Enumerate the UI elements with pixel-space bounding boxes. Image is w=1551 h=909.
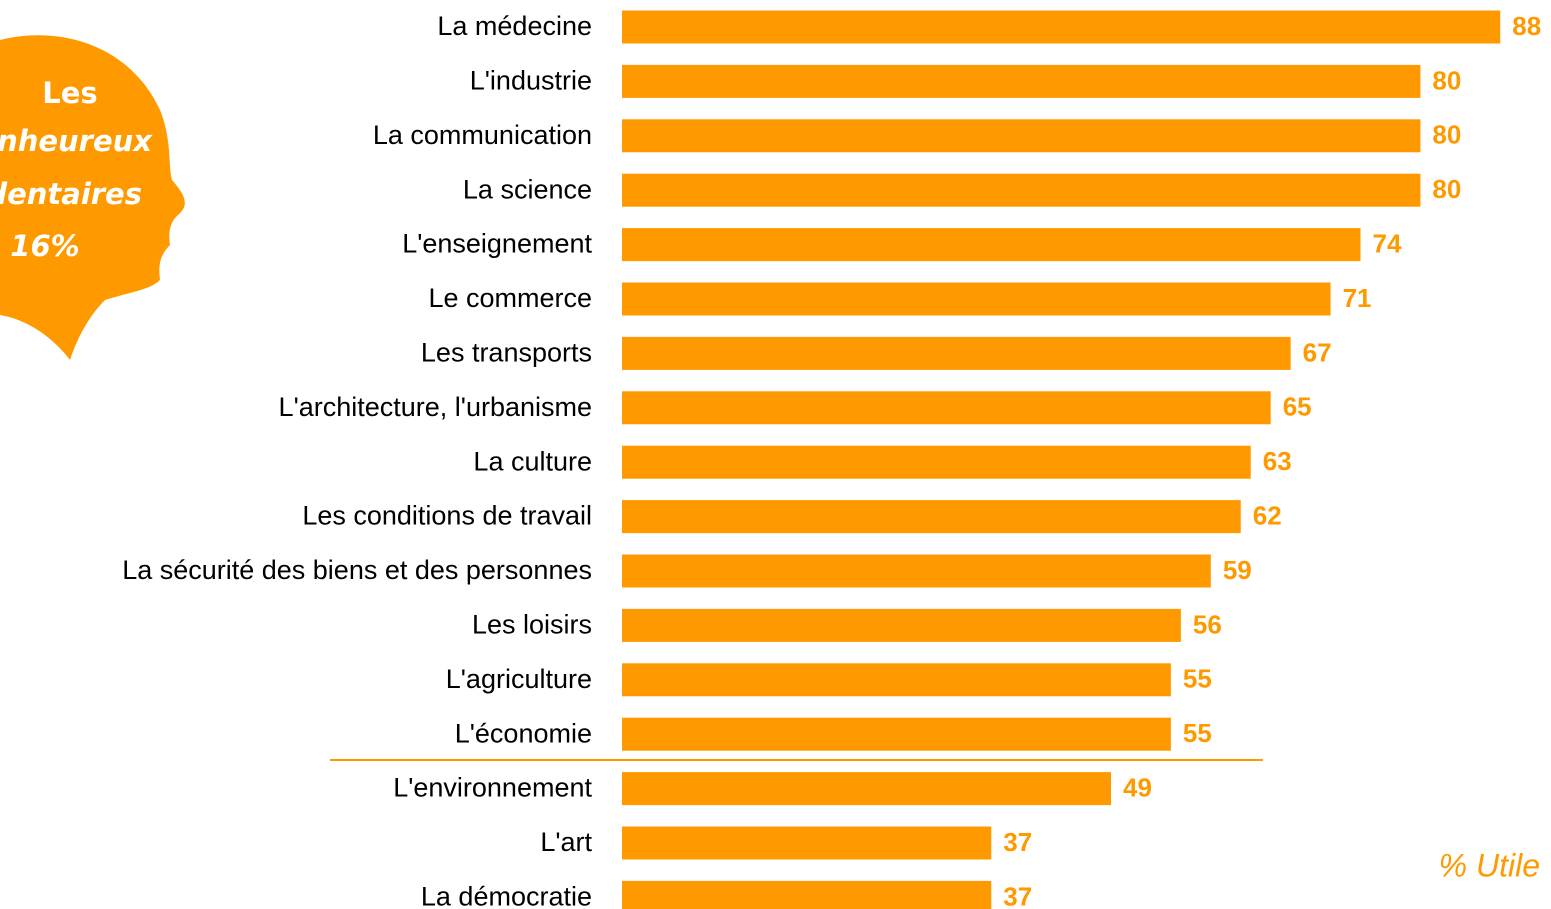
value-label: 71 [1343,283,1372,313]
bar [622,880,992,909]
bar [622,500,1241,534]
value-label: 65 [1283,392,1312,422]
category-label: Les conditions de travail [302,501,592,531]
bar [622,772,1112,806]
bar [622,445,1251,479]
value-label: 88 [1512,11,1541,41]
bar [622,282,1331,316]
value-label: 80 [1432,174,1461,204]
bar [622,336,1291,370]
category-label: La sécurité des biens et des personnes [122,555,592,585]
head-text: dentaires [0,177,142,211]
category-label: La culture [473,446,592,476]
category-label: Les transports [421,338,592,368]
bar [622,391,1271,425]
category-label: L'économie [455,718,592,748]
category-label: L'agriculture [446,664,592,694]
category-label: L'industrie [470,66,592,96]
category-label: L'environnement [393,773,592,803]
value-label: 80 [1432,65,1461,95]
head-text: 16% [10,229,79,263]
value-label: 37 [1003,881,1032,909]
head-shape [0,35,185,361]
bar [622,10,1501,44]
value-label: 67 [1303,337,1332,367]
category-label: L'enseignement [402,229,592,259]
head-text: Les [42,76,97,110]
bar [622,717,1171,751]
category-label: La médecine [437,11,592,41]
category-label: Le commerce [428,283,592,313]
bar [622,64,1421,98]
bar [622,119,1421,153]
value-label: 49 [1123,772,1152,802]
category-label: Les loisirs [472,610,592,640]
bar [622,608,1181,642]
bar [622,554,1211,588]
value-label: 55 [1183,718,1212,748]
value-label: 55 [1183,664,1212,694]
bar [622,228,1361,262]
head-text: nheureux [0,124,153,158]
category-label: L'architecture, l'urbanisme [279,392,592,422]
note: % Utile [1439,847,1540,883]
category-label: La démocratie [421,882,592,909]
category-label: La communication [373,120,592,150]
value-label: 62 [1253,500,1282,530]
bar [622,173,1421,207]
category-label: L'art [540,827,592,857]
value-label: 56 [1193,609,1222,639]
value-label: 37 [1003,827,1032,857]
value-label: 80 [1432,120,1461,150]
category-label: La science [463,174,592,204]
value-label: 59 [1223,555,1252,585]
value-label: 63 [1263,446,1292,476]
bar [622,826,992,860]
bar [622,663,1171,697]
value-label: 74 [1373,228,1402,258]
